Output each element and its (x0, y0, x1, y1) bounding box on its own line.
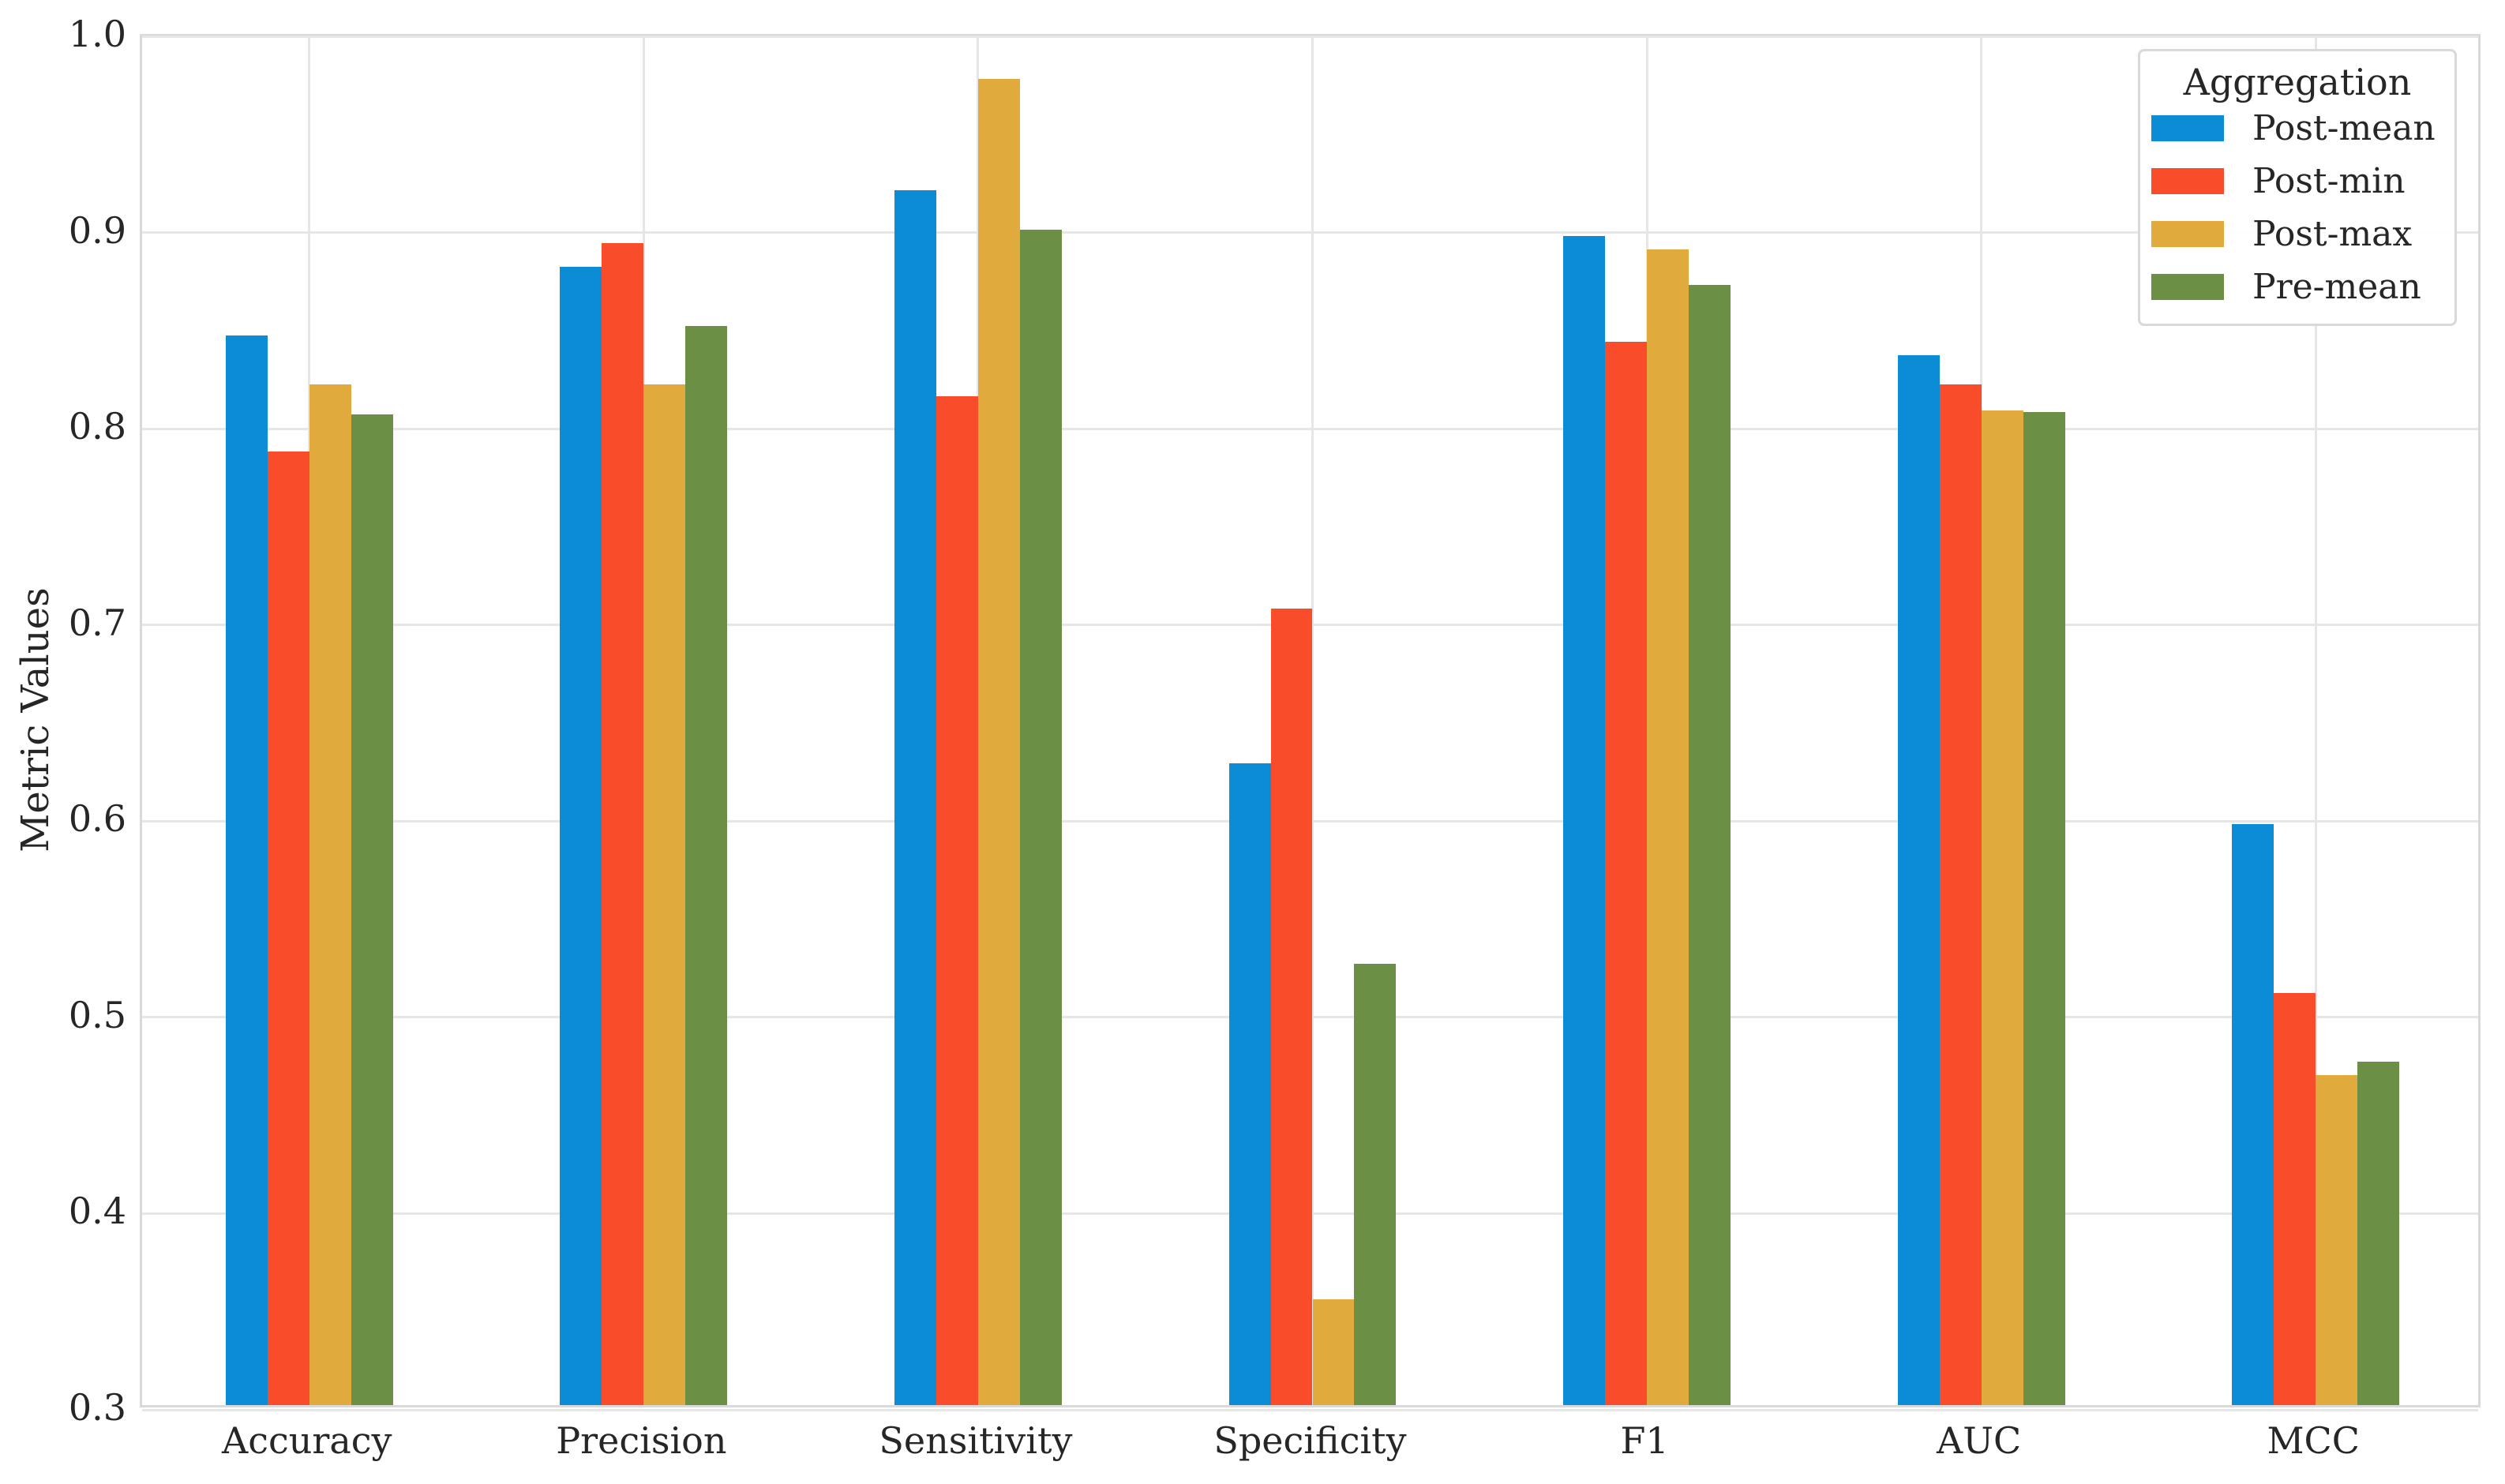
bar-post-mean-mcc (2232, 824, 2274, 1405)
gridline-y-0.3 (142, 1408, 2478, 1411)
y-tick-label: 0.3 (68, 1386, 126, 1429)
legend-label-pre-mean: Pre-mean (2252, 267, 2421, 307)
x-category-label-precision: Precision (556, 1419, 727, 1462)
plot-area (140, 34, 2481, 1411)
bar-pre-mean-accuracy (351, 414, 393, 1405)
bar-post-mean-sensitivity (894, 190, 936, 1405)
legend-items: Post-mean Post-min Post-max Pre-mean (2140, 102, 2454, 313)
bar-post-mean-specificity (1228, 763, 1271, 1405)
legend: Aggregation Post-mean Post-min Post-max Pre… (2138, 49, 2457, 326)
legend-item-pre-mean: Pre-mean (2140, 260, 2454, 313)
y-tick-label: 1.0 (68, 13, 126, 55)
legend-swatch-post-max (2151, 221, 2224, 247)
bar-pre-mean-precision (685, 325, 728, 1405)
y-tick-label: 0.7 (68, 601, 126, 644)
x-category-label-specificity: Specificity (1213, 1419, 1407, 1462)
gridline-y-0.9 (142, 231, 2478, 234)
gridline-y-1.0 (142, 35, 2478, 38)
legend-item-post-min: Post-min (2140, 155, 2454, 208)
bar-post-max-f1 (1647, 249, 1689, 1405)
legend-title: Aggregation (2183, 61, 2412, 103)
bar-pre-mean-f1 (1689, 284, 1731, 1405)
bar-post-min-auc (1939, 384, 1982, 1405)
x-category-label-accuracy: Accuracy (222, 1419, 392, 1462)
y-tick-label: 0.8 (68, 405, 126, 448)
bar-post-min-accuracy (267, 451, 309, 1405)
legend-swatch-post-min (2151, 168, 2224, 194)
bar-post-min-sensitivity (936, 396, 978, 1405)
gridline-x-mcc (2314, 36, 2317, 1405)
bar-post-min-f1 (1605, 341, 1648, 1405)
x-category-label-sensitivity: Sensitivity (879, 1419, 1073, 1462)
bar-post-mean-f1 (1563, 235, 1606, 1405)
legend-swatch-post-mean (2151, 115, 2224, 141)
legend-swatch-pre-mean (2151, 274, 2224, 300)
y-tick-label: 0.5 (68, 993, 126, 1036)
bar-pre-mean-sensitivity (1019, 230, 1062, 1405)
x-category-label-auc: AUC (1937, 1419, 2022, 1462)
bar-post-mean-accuracy (225, 335, 268, 1405)
bar-post-mean-precision (560, 267, 602, 1405)
bar-post-mean-auc (1897, 355, 1940, 1405)
bar-post-min-mcc (2274, 993, 2316, 1405)
bar-post-max-precision (643, 384, 686, 1405)
bar-post-min-specificity (1270, 608, 1313, 1405)
legend-label-post-max: Post-max (2252, 214, 2413, 254)
y-tick-label: 0.6 (68, 797, 126, 841)
x-category-label-f1: F1 (1620, 1419, 1669, 1462)
bar-pre-mean-specificity (1354, 963, 1397, 1405)
bar-pre-mean-mcc (2357, 1062, 2400, 1405)
x-category-label-mcc: MCC (2267, 1419, 2360, 1462)
bar-post-max-mcc (2316, 1075, 2358, 1405)
legend-item-post-mean: Post-mean (2140, 102, 2454, 155)
gridline-x-specificity (1311, 36, 1314, 1405)
gridline-y-0.8 (142, 427, 2478, 430)
y-tick-label: 0.4 (68, 1190, 126, 1233)
legend-item-post-max: Post-max (2140, 208, 2454, 260)
bar-post-max-auc (1981, 410, 2023, 1405)
legend-label-post-mean: Post-mean (2252, 108, 2436, 148)
bar-pre-mean-auc (2023, 412, 2065, 1405)
bar-post-min-precision (602, 243, 644, 1405)
bar-post-max-accuracy (309, 384, 351, 1405)
bar-post-max-sensitivity (977, 78, 1020, 1405)
legend-label-post-min: Post-min (2252, 161, 2406, 201)
y-tick-label: 0.9 (68, 208, 126, 252)
bar-post-max-specificity (1312, 1298, 1355, 1405)
